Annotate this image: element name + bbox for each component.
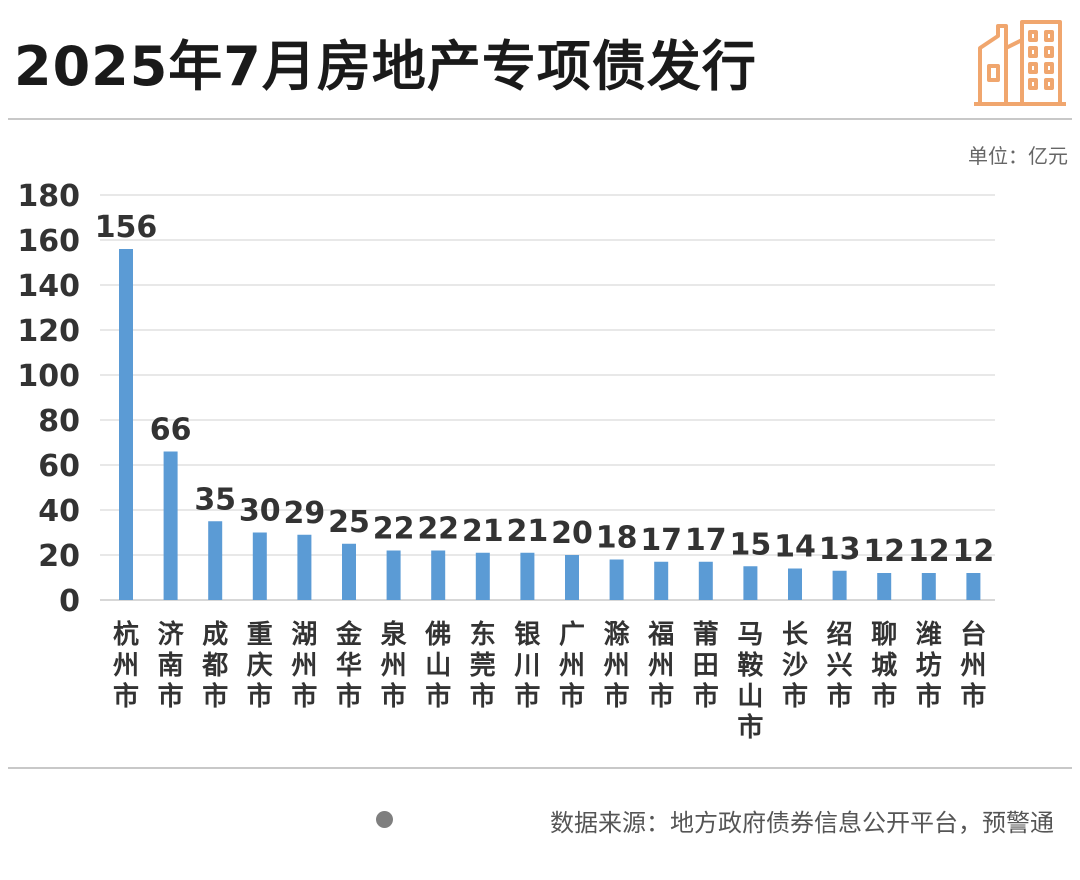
data-label: 14 — [774, 530, 816, 565]
data-label: 29 — [284, 496, 326, 531]
category-label: 泉州市 — [381, 619, 408, 712]
data-label: 35 — [194, 482, 236, 517]
data-label: 25 — [328, 505, 370, 540]
bar — [654, 561, 669, 600]
chart-title: 2025年7月房地产专项债发行 — [14, 35, 757, 98]
bar — [877, 573, 892, 600]
bar — [966, 573, 981, 600]
footer-divider — [8, 767, 1072, 769]
category-label: 广州市 — [559, 620, 585, 712]
data-label: 21 — [507, 514, 549, 549]
y-tick-label: 40 — [38, 494, 80, 529]
category-label: 绍兴市 — [827, 620, 853, 712]
data-label: 17 — [640, 523, 682, 558]
category-label: 金华市 — [335, 619, 363, 712]
data-label: 21 — [462, 514, 504, 549]
bar — [698, 561, 713, 600]
unit-label: 单位：亿元 — [968, 144, 1068, 168]
bar — [921, 573, 936, 600]
bar — [788, 568, 802, 600]
data-label: 12 — [908, 534, 950, 569]
data-label: 12 — [953, 534, 995, 569]
category-label: 东莞市 — [470, 619, 496, 712]
bar — [342, 543, 356, 600]
data-label: 22 — [417, 512, 459, 547]
y-tick-label: 0 — [59, 584, 80, 619]
data-label: 30 — [239, 494, 281, 529]
category-label: 济南市 — [158, 620, 185, 712]
buildings-icon — [974, 20, 1066, 106]
y-tick-label: 60 — [38, 449, 80, 484]
bar — [431, 550, 446, 600]
data-label: 156 — [95, 210, 158, 245]
data-label: 12 — [863, 534, 905, 569]
data-label: 22 — [373, 512, 415, 547]
category-label: 福州市 — [647, 620, 674, 712]
y-tick-label: 20 — [38, 539, 80, 574]
bar — [609, 559, 624, 600]
y-tick-label: 180 — [17, 179, 80, 214]
header-divider — [8, 118, 1072, 120]
category-label: 马鞍山市 — [737, 620, 763, 743]
category-label: 重庆市 — [247, 620, 273, 712]
category-label: 台州市 — [960, 619, 986, 712]
bar — [386, 550, 401, 600]
bar — [832, 570, 847, 600]
bar — [297, 534, 312, 600]
category-label: 长沙市 — [782, 620, 809, 712]
y-tick-label: 140 — [17, 269, 80, 304]
data-label: 17 — [685, 523, 727, 558]
category-label: 杭州市 — [113, 619, 139, 712]
y-tick-label: 80 — [38, 404, 80, 439]
category-label: 成都市 — [201, 620, 228, 712]
category-label: 滁州市 — [604, 619, 631, 712]
bar — [163, 451, 178, 600]
category-label: 湖州市 — [291, 620, 317, 712]
bar — [119, 249, 133, 600]
y-tick-label: 120 — [17, 314, 80, 349]
source-note: 数据来源：地方政府债券信息公开平台，预警通 — [550, 809, 1054, 837]
category-label: 佛山市 — [424, 620, 451, 712]
bullet-dot — [376, 811, 393, 828]
data-label: 15 — [730, 527, 772, 562]
y-tick-label: 160 — [17, 224, 80, 259]
data-label: 66 — [150, 413, 192, 448]
category-label: 聊城市 — [871, 620, 897, 712]
bar — [743, 566, 758, 600]
data-label: 13 — [819, 532, 861, 567]
bar — [252, 532, 267, 600]
bar — [565, 555, 579, 600]
y-tick-label: 100 — [17, 359, 80, 394]
data-label: 18 — [596, 521, 638, 556]
data-label: 20 — [551, 516, 593, 551]
category-label: 潍坊市 — [916, 620, 942, 712]
bar — [475, 552, 490, 600]
category-label: 银川市 — [514, 620, 541, 712]
bar — [520, 552, 535, 600]
bar — [208, 521, 223, 600]
category-label: 莆田市 — [693, 620, 719, 712]
